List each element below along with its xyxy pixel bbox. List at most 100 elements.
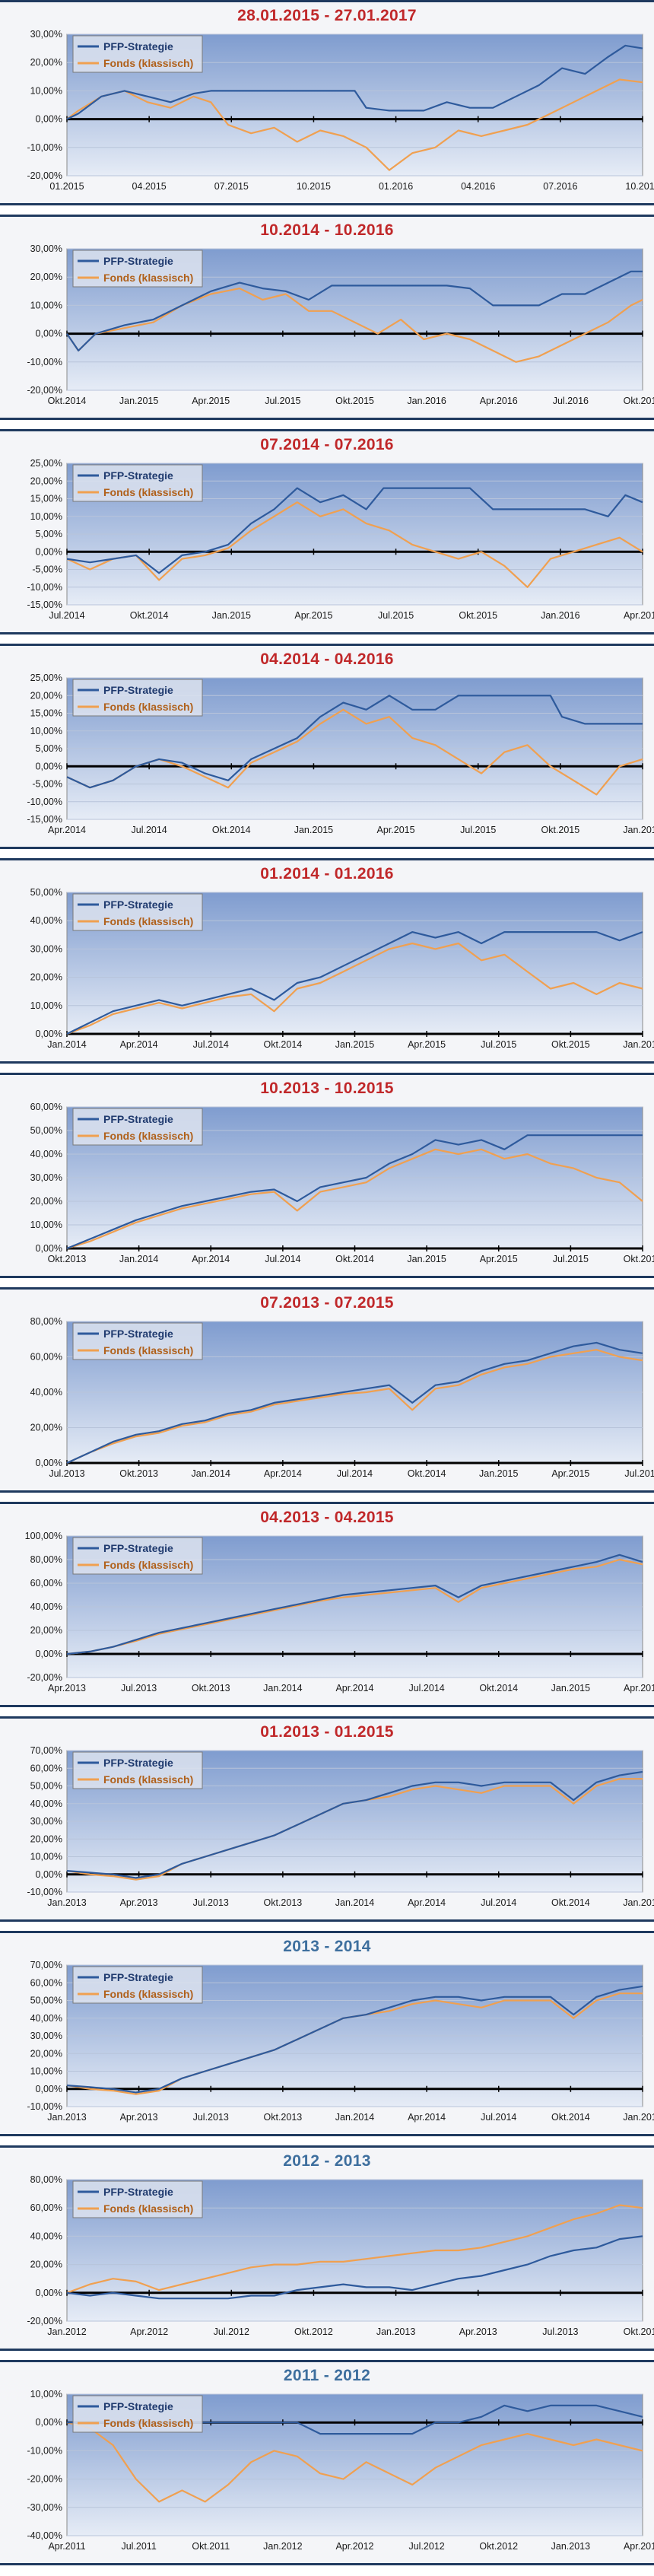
legend-label: PFP-Strategie (103, 469, 173, 482)
line-chart: 0,00% 10,00% 20,00% 30,00% 40,00% 50,00% 60,00… (30, 1102, 654, 1264)
x-tick-label: Jul.2014 (481, 1897, 516, 1908)
chart-panel: 2013 - 2014 -10,00% 0,00% 10,00% 20,00% 30,00… (0, 1931, 654, 2136)
x-tick-label: Okt.2012 (294, 2326, 333, 2337)
legend-label: Fonds (klassisch) (103, 1988, 193, 2000)
legend (72, 2180, 203, 2218)
y-tick-label: 0,00% (36, 1869, 62, 1880)
x-tick-label: Okt.2014 (212, 825, 251, 835)
legend-label: PFP-Strategie (103, 1971, 173, 1983)
x-tick-label: Jul.2014 (265, 1254, 300, 1264)
y-tick-label: 20,00% (30, 2260, 62, 2270)
chart-title: 2012 - 2013 (283, 2152, 371, 2170)
x-tick-label: Okt.2016 (624, 396, 654, 406)
chart-panel: 04.2013 - 04.2015 -20,00% 0,00% 20,00% 40,00… (0, 1502, 654, 1707)
series-line-pfp-strategie (66, 270, 643, 351)
y-tick-label: 60,00% (30, 1977, 62, 1988)
y-tick-label: 60,00% (30, 1578, 62, 1589)
x-tick-label: Jul.2014 (408, 1683, 444, 1693)
series-line-fonds-klassisch (66, 1349, 643, 1464)
x-tick-label: Jan.2015 (294, 825, 333, 835)
chart-panel: 07.2014 - 07.2016 -15,00% -10,00% -5,00% 0,0… (0, 429, 654, 634)
x-tick-label: Jan.2014 (192, 1468, 230, 1479)
y-tick-label: -10,00% (27, 357, 62, 367)
chart-title: 07.2013 - 07.2015 (260, 1294, 394, 1312)
x-tick-label: Okt.2013 (192, 1683, 230, 1693)
x-tick-label: Jan.2014 (263, 1683, 302, 1693)
legend-label: Fonds (klassisch) (103, 1130, 193, 1142)
x-tick-label: Okt.2014 (551, 1897, 590, 1908)
y-tick-label: 10,00% (30, 85, 62, 96)
x-tick-label: Jul.2015 (460, 825, 496, 835)
x-tick-label: Jul.2013 (49, 1468, 84, 1479)
x-tick-label: Jan.2015 (407, 1254, 446, 1264)
y-tick-label: 40,00% (30, 1601, 62, 1612)
series-line-pfp-strategie (66, 1134, 643, 1250)
y-tick-label: 5,00% (36, 529, 62, 539)
x-tick-label: Jan.2013 (47, 1897, 86, 1908)
y-tick-label: 0,00% (36, 2084, 62, 2094)
y-tick-label: 10,00% (30, 1220, 62, 1230)
series-line-fonds-klassisch (66, 1558, 643, 1655)
x-tick-label: Jul.2014 (49, 610, 84, 621)
legend-label: Fonds (klassisch) (103, 2202, 193, 2215)
y-tick-label: 100,00% (25, 1531, 62, 1541)
x-tick-label: Okt.2013 (48, 1254, 87, 1264)
y-tick-label: 40,00% (30, 1798, 62, 1809)
series-line-pfp-strategie (66, 1770, 643, 1879)
y-tick-label: -10,00% (27, 582, 62, 593)
y-tick-label: 20,00% (30, 972, 62, 983)
y-tick-label: 10,00% (30, 726, 62, 736)
y-tick-label: 0,00% (36, 2288, 62, 2298)
x-tick-label: Jul.2013 (121, 1683, 157, 1693)
y-tick-label: 20,00% (30, 1196, 62, 1207)
series-line-pfp-strategie (66, 44, 643, 120)
x-tick-label: Jan.2015 (623, 1897, 654, 1908)
x-tick-label: Apr.2015 (408, 1039, 446, 1050)
legend (72, 2395, 203, 2433)
y-tick-label: 15,00% (30, 708, 62, 719)
chart-panel: 07.2013 - 07.2015 0,00% 20,00% 40,00% 60,00%… (0, 1287, 654, 1493)
x-tick-label: Apr.2015 (377, 825, 415, 835)
line-chart: 0,00% 20,00% 40,00% 60,00% 80,00% Jul.2013 Okt… (30, 1316, 654, 1479)
y-tick-label: 10,00% (30, 1000, 62, 1011)
x-tick-label: Apr.2013 (48, 1683, 86, 1693)
x-tick-label: Okt.2014 (551, 2112, 590, 2123)
y-tick-label: 10,00% (30, 2389, 62, 2399)
y-tick-label: 40,00% (30, 2013, 62, 2024)
x-tick-label: Jan.2016 (623, 1039, 654, 1050)
line-chart: -10,00% 0,00% 10,00% 20,00% 30,00% 40,00% 50,0… (27, 1960, 654, 2123)
y-tick-label: -40,00% (27, 2530, 62, 2541)
y-tick-label: 30,00% (30, 29, 62, 40)
x-tick-label: Apr.2011 (48, 2541, 85, 2552)
x-tick-label: Apr.2013 (120, 1897, 158, 1908)
chart-panel: 10.2014 - 10.2016 -20,00% -10,00% 0,00% 10,0… (0, 215, 654, 420)
x-tick-label: Okt.2011 (192, 2541, 230, 2552)
y-tick-label: 50,00% (30, 887, 62, 898)
legend-label: PFP-Strategie (103, 684, 173, 696)
x-tick-label: Apr.2014 (408, 2112, 446, 2123)
y-tick-label: 25,00% (30, 458, 62, 469)
y-tick-label: -10,00% (27, 142, 62, 153)
x-tick-label: Apr.2014 (408, 1897, 446, 1908)
legend (72, 893, 203, 931)
x-tick-label: Apr.2014 (335, 1683, 373, 1693)
y-tick-label: 0,00% (36, 1458, 62, 1468)
x-tick-label: Jan.2016 (623, 825, 654, 835)
chart-title: 10.2013 - 10.2015 (260, 1080, 394, 1097)
x-tick-label: Jan.2015 (623, 2112, 654, 2123)
y-tick-label: -20,00% (27, 170, 62, 181)
chart-panel: 2012 - 2013 -20,00% 0,00% 20,00% 40,00% 60,00… (0, 2145, 654, 2351)
x-tick-label: Okt.2014 (264, 1039, 303, 1050)
x-tick-label: Okt.2014 (335, 1254, 374, 1264)
legend (72, 679, 203, 717)
line-chart: -20,00% -10,00% 0,00% 10,00% 20,00% 30,00% Okt… (27, 243, 654, 406)
x-tick-label: Jan.2015 (119, 396, 158, 406)
y-tick-label: 0,00% (36, 1243, 62, 1254)
x-tick-label: Okt.2013 (264, 1897, 303, 1908)
legend-label: Fonds (klassisch) (103, 1344, 193, 1356)
legend-label: Fonds (klassisch) (103, 486, 193, 498)
y-tick-label: -5,00% (32, 779, 62, 790)
y-tick-label: 70,00% (30, 1745, 62, 1756)
x-tick-label: 10.2015 (297, 181, 331, 192)
legend-label: Fonds (klassisch) (103, 2417, 193, 2429)
